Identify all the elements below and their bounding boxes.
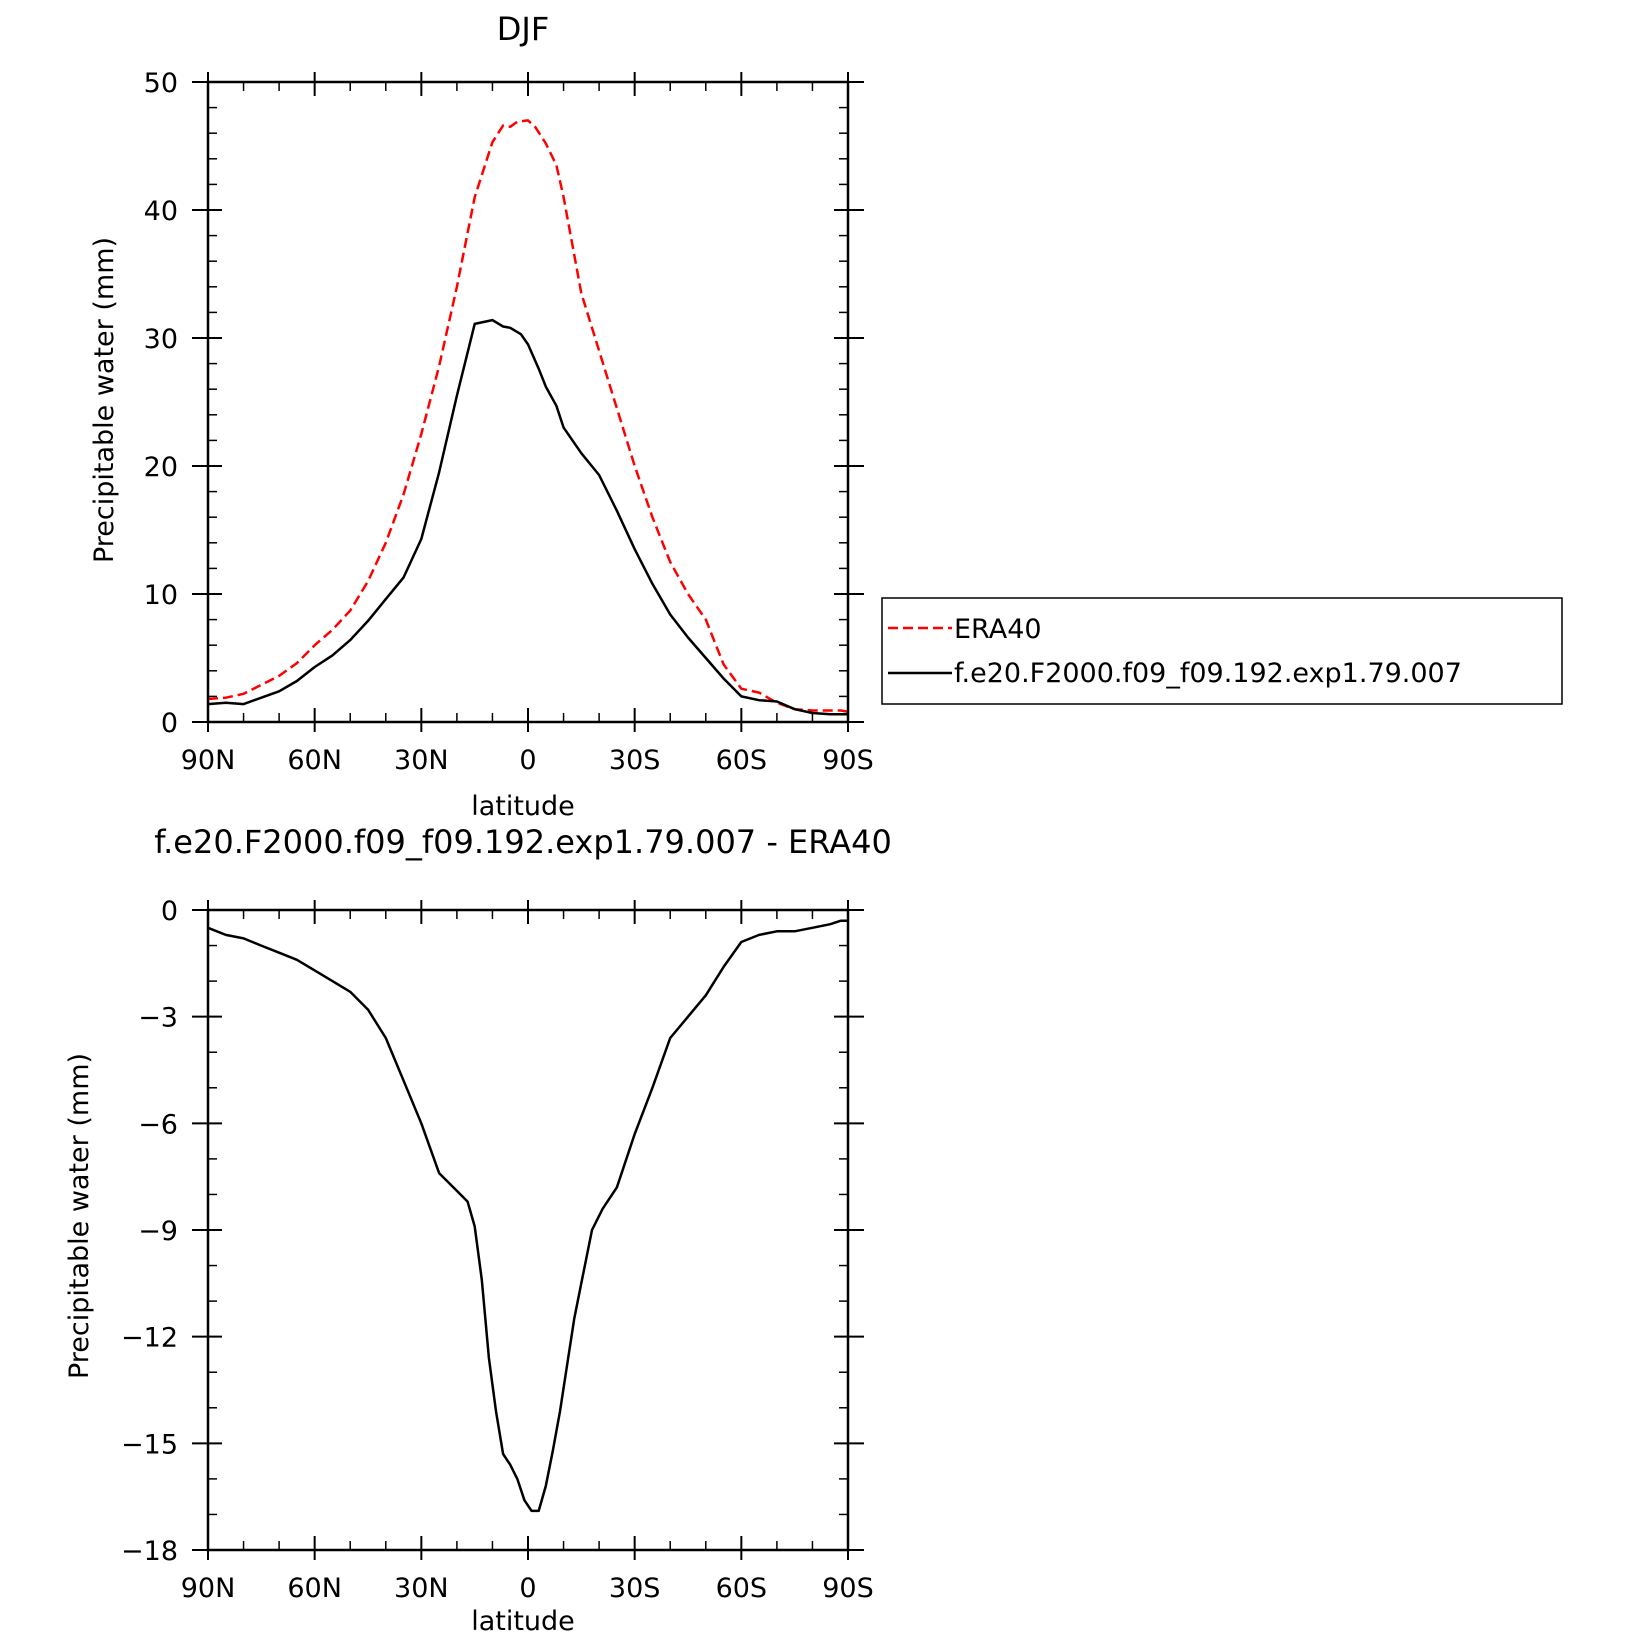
panel-top-y-tick-label: 50 — [144, 68, 178, 99]
panel-bottom-x-tick-label: 60S — [716, 1573, 768, 1604]
panel-top-y-tick-label: 40 — [144, 196, 178, 227]
panel-top-series-line-2 — [207, 318, 848, 716]
panel-top-x-tick-label: 0 — [519, 745, 536, 776]
panel-bottom-x-tick-label: 30S — [609, 1573, 661, 1604]
panel-bottom-axes: 90N 60N 30N 0 30S 60S 90S 0 −3 −6 −9 −12 −15 −18 — [121, 896, 874, 1604]
panel-top-y-tick-label: 20 — [144, 452, 178, 483]
panel-bottom-y-tick-label: −3 — [138, 1003, 178, 1034]
panel-top-x-axis-label: latitude — [471, 791, 575, 822]
panel-bottom-x-tick-label: 0 — [519, 1573, 536, 1604]
panel-top-x-tick-label: 60S — [716, 745, 768, 776]
legend-label-era40: ERA40 — [954, 614, 1042, 645]
panel-bottom-y-tick-label: −9 — [138, 1216, 178, 1247]
panel-bottom-x-tick-label: 90N — [181, 1573, 236, 1604]
panel-bottom: f.e20.F2000.f09_f09.192.exp1.79.007 - ER… — [64, 823, 892, 1637]
panel-top-y-tick-label: 30 — [144, 324, 178, 355]
panel-bottom-y-tick-label: −6 — [138, 1109, 178, 1140]
panel-bottom-y-tick-label: 0 — [161, 896, 178, 927]
panel-top-y-axis-label: Precipitable water (mm) — [89, 237, 120, 563]
panel-bottom-plot-area — [207, 919, 848, 1513]
panel-bottom-x-tick-label: 90S — [822, 1573, 874, 1604]
panel-bottom-y-tick-label: −12 — [121, 1323, 178, 1354]
panel-bottom-y-tick-label: −18 — [121, 1536, 178, 1567]
panel-top: DJF Precipitable water (mm) latitude 90N… — [89, 10, 1563, 822]
panel-top-y-tick-label: 10 — [144, 580, 178, 611]
panel-top-y-tick-label: 0 — [161, 708, 178, 739]
panel-bottom-y-axis-label: Precipitable water (mm) — [64, 1053, 95, 1379]
panel-top-plot-area — [207, 119, 849, 716]
panel-top-x-tick-label: 90S — [822, 745, 874, 776]
panel-top-axes: 90N 60N 30N 0 30S 60S 90S 0 10 20 30 40 50 — [144, 68, 874, 776]
panel-top-x-tick-label: 60N — [287, 745, 342, 776]
panel-top-x-tick-label: 30N — [394, 745, 449, 776]
panel-top-title: DJF — [497, 10, 549, 48]
panel-bottom-title: f.e20.F2000.f09_f09.192.exp1.79.007 - ER… — [154, 823, 892, 861]
panel-bottom-x-axis-label: latitude — [471, 1606, 575, 1637]
legend-box — [881, 597, 1563, 705]
panel-top-x-tick-label: 90N — [181, 745, 236, 776]
panel-bottom-frame — [206, 908, 850, 1552]
panel-top-frame — [206, 80, 850, 724]
panel-bottom-series-line-1 — [207, 919, 848, 1513]
panel-top-series-line-1 — [207, 119, 849, 714]
panel-bottom-y-tick-label: −15 — [121, 1429, 178, 1460]
panel-bottom-x-tick-label: 60N — [287, 1573, 342, 1604]
panel-top-x-tick-label: 30S — [609, 745, 661, 776]
legend: ERA40 f.e20.F2000.f09_f09.192.exp1.79.00… — [881, 597, 1563, 705]
legend-label-model: f.e20.F2000.f09_f09.192.exp1.79.007 — [954, 658, 1462, 689]
panel-bottom-x-tick-label: 30N — [394, 1573, 449, 1604]
